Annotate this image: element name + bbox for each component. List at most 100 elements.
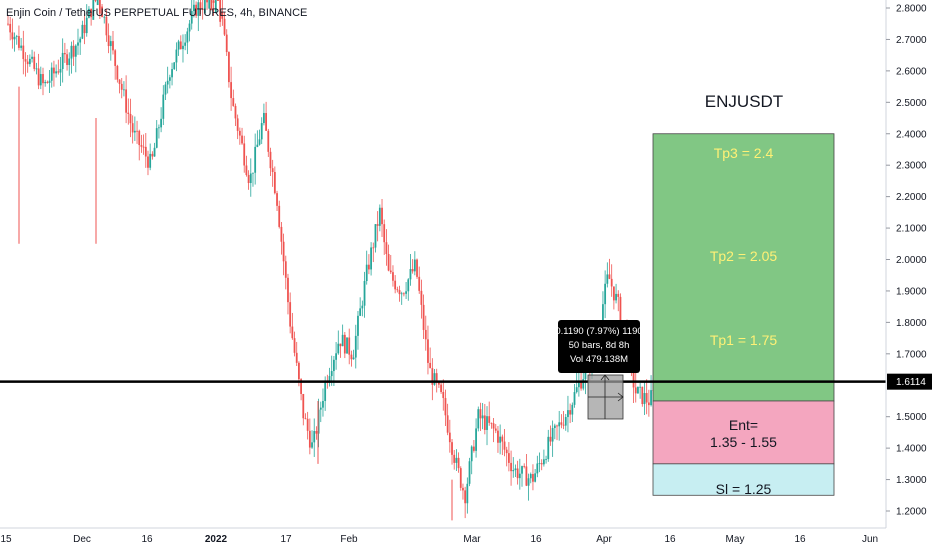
candle <box>302 393 305 426</box>
candle <box>144 133 147 168</box>
candle <box>223 11 226 36</box>
candle <box>282 233 285 276</box>
candle <box>103 15 106 24</box>
candle <box>208 0 211 9</box>
candle <box>81 20 84 40</box>
candle <box>352 349 355 360</box>
candle <box>39 66 42 90</box>
candle <box>545 455 547 464</box>
candle <box>258 129 261 146</box>
candle <box>518 458 521 490</box>
candle <box>490 422 493 429</box>
candle <box>540 459 543 471</box>
candle <box>63 42 66 63</box>
candle <box>168 74 171 89</box>
candle <box>389 254 392 274</box>
candle <box>147 150 149 176</box>
candle <box>50 62 53 88</box>
candle <box>378 204 381 232</box>
candle <box>131 115 134 144</box>
candle <box>107 23 110 54</box>
time-tick-label: 16 <box>141 534 153 545</box>
candle <box>74 44 77 73</box>
candle <box>514 464 517 478</box>
candle <box>507 442 510 472</box>
price-tick-label: 1.8000 <box>896 318 927 329</box>
candle <box>55 64 58 78</box>
candle <box>560 414 563 429</box>
candle <box>265 101 268 132</box>
price-tick-label: 2.6000 <box>896 66 927 77</box>
candle <box>534 468 537 483</box>
price-tick-label: 1.5000 <box>896 412 927 423</box>
time-axis[interactable]: 15 Dec 16 2022 17 Feb Mar 16 Apr 16 May 16 Jun <box>0 527 886 545</box>
candle <box>228 51 230 88</box>
candle <box>53 60 55 87</box>
candle <box>136 120 138 144</box>
candle <box>149 143 152 171</box>
candle <box>184 34 187 51</box>
candle <box>243 135 246 173</box>
candles <box>7 0 663 521</box>
candle <box>188 19 191 42</box>
candle <box>608 258 611 280</box>
candle <box>166 66 169 94</box>
candle <box>28 54 31 67</box>
candle <box>238 127 241 145</box>
target-zone[interactable] <box>652 133 835 402</box>
stop-zone[interactable] <box>652 463 835 496</box>
candle <box>370 242 372 276</box>
price-tick-label: 2.3000 <box>896 161 927 172</box>
candle <box>348 328 351 365</box>
candle <box>400 291 403 305</box>
candle <box>291 312 294 340</box>
candle <box>337 330 340 355</box>
candle <box>567 395 569 433</box>
candle <box>536 455 539 478</box>
candle <box>405 282 407 299</box>
candle <box>472 440 475 453</box>
candle <box>247 170 250 190</box>
candle <box>217 0 219 1</box>
candle <box>510 450 512 486</box>
candle <box>273 166 276 195</box>
entry-zone[interactable] <box>652 400 835 465</box>
candle <box>203 0 206 15</box>
candle <box>182 34 184 63</box>
candle <box>234 103 237 126</box>
candle <box>385 229 388 266</box>
candle <box>383 219 386 255</box>
candle <box>158 124 160 139</box>
candle <box>197 0 200 32</box>
candle <box>477 406 480 432</box>
candle <box>501 434 504 456</box>
candle <box>199 0 202 15</box>
candle <box>85 4 88 37</box>
time-tick-label: 16 <box>794 534 806 545</box>
candle <box>643 381 646 415</box>
candle <box>245 155 248 177</box>
price-axis[interactable]: 2.8000 2.7000 2.6000 2.5000 2.4000 2.3000 2.20… <box>885 0 932 528</box>
price-tick-label: 1.9000 <box>896 286 927 297</box>
candle <box>295 341 298 366</box>
position-zones[interactable]: Tp3 = 2.4 Tp2 = 2.05 Tp1 = 1.75 Ent=1.35 - … <box>652 133 835 497</box>
candle <box>328 367 331 387</box>
candle <box>173 62 176 71</box>
candle <box>127 98 130 125</box>
candle <box>42 67 44 96</box>
candle <box>503 429 506 457</box>
current-price-badge <box>887 373 932 390</box>
candle <box>409 254 412 286</box>
target-label: Tp1 = 1.75 <box>710 332 778 348</box>
candle <box>46 80 49 84</box>
candle <box>641 386 644 407</box>
candle <box>617 290 620 312</box>
candle <box>72 40 75 66</box>
arrow-up-icon <box>600 374 610 381</box>
time-tick-label: Mar <box>463 534 481 545</box>
candle <box>92 0 95 20</box>
candle <box>319 401 322 423</box>
measure-tool[interactable]: 0.1190 (7.97%) 1190 50 bars, 8d 8h Vol 479… <box>555 320 643 420</box>
candle <box>346 337 348 354</box>
